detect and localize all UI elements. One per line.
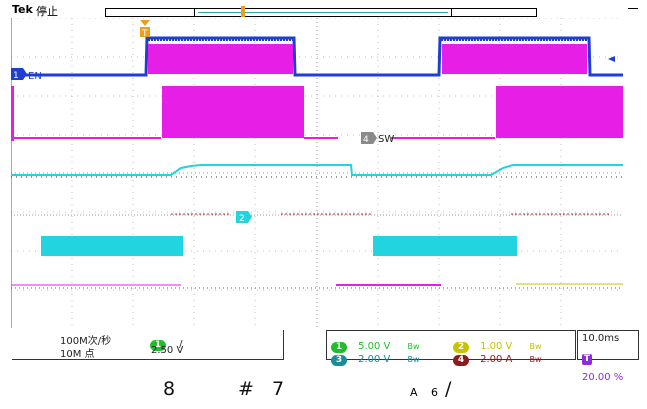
channel-readout-panel[interactable]: 1 5.00 V Bw 2 1.00 V Bw 3 2.00 V Bw 4 2.… [326,330,576,366]
ch3-readout[interactable]: 3 2.00 V Bw [331,347,420,366]
ch2-readout[interactable]: 2 1.00 V Bw [453,334,542,353]
ch3-bw-icon: Bw [407,355,420,364]
time-per-div: 10.0ms [582,333,620,344]
corner-dash [628,8,638,9]
ch4-sw-waveform [11,86,623,141]
acquisition-status[interactable]: 停止 [36,5,58,18]
svg-text:4: 4 [363,135,369,145]
softkey-glyph-3[interactable]: 7 [272,378,285,400]
horizontal-readout-panel[interactable]: 100M次/秒 10M 点 1 / 2.50 V [12,330,284,360]
softkey-glyph-1[interactable]: 8 [163,378,176,400]
softkey-glyph-2[interactable]: # [238,378,254,400]
svg-text:2: 2 [239,214,245,224]
trigger-level: 2.50 V [151,345,184,356]
ch2-bw-icon: Bw [529,342,542,351]
ch1-bw-icon: Bw [407,342,420,351]
ch4-scale: 2.00 A [480,354,513,365]
trigger-slope-icon: / [179,339,183,350]
ch2-scale: 1.00 V [480,341,513,352]
waveform-display[interactable]: 1 EN 4 SW 2 T [11,18,623,328]
ch4-bw-icon: Bw [529,355,542,364]
softkey-glyph-6[interactable]: / [445,378,452,400]
ch4-readout[interactable]: 4 2.00 A Bw [453,347,542,366]
record-view-window[interactable] [194,8,452,17]
svg-text:T: T [141,29,148,39]
ch1-scale: 5.00 V [358,341,391,352]
sample-rate: 100M次/秒 [60,336,112,347]
ch2-marker[interactable]: 2 [236,211,252,224]
ch3-waveform [11,164,623,178]
brand-logo: Tek [12,3,33,16]
trigger-position-readout: 20.00 % [582,372,624,383]
record-window-indicator [198,12,448,13]
record-view-strip[interactable] [105,8,537,17]
ch1-name-label: EN [28,71,42,82]
svg-text:1: 1 [13,71,19,81]
ch1-trigger-level-arrow[interactable] [608,56,615,62]
trigger-icon: T [582,354,592,365]
softkey-glyph-5[interactable]: 6 [431,386,438,399]
ch4-upper-bursts [148,44,587,74]
trigger-source-badge: 1 [150,340,166,351]
ch4-marker[interactable]: 4 [361,132,377,145]
ch1-readout[interactable]: 1 5.00 V Bw [331,334,420,353]
ch3-switching-bursts [11,236,623,289]
softkey-glyph-4[interactable]: A [410,386,418,399]
trigger-position-marker[interactable] [241,6,245,17]
record-length: 10M 点 [60,349,95,360]
ch4-name-label: SW [378,134,394,145]
trigger-position-icon[interactable]: T [140,20,150,39]
ch1-marker[interactable]: 1 [11,68,27,81]
ch3-scale: 2.00 V [358,354,391,365]
timebase-readout-panel[interactable]: 10.0ms T 20.00 % [577,330,639,383]
ch2-waveform [11,213,623,216]
ch1-en-waveform [11,36,623,77]
